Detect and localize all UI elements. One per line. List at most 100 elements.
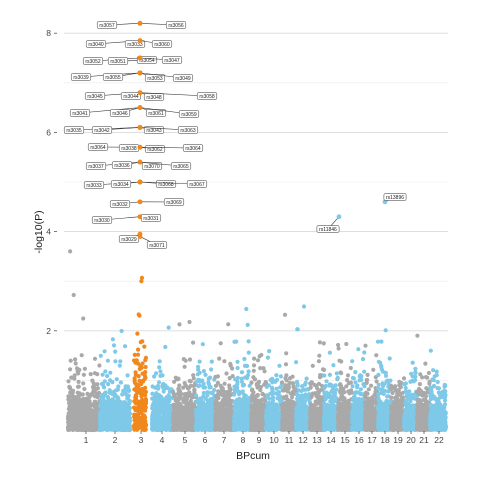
snp-point	[154, 413, 159, 418]
snp-point	[216, 389, 221, 394]
snp-point	[113, 349, 118, 354]
snp-point	[89, 427, 94, 432]
snp-point	[160, 417, 165, 422]
snp-point	[239, 370, 245, 375]
snp-point	[102, 379, 107, 384]
snp-point	[232, 339, 237, 344]
snp-point	[218, 423, 224, 428]
snp-point	[92, 356, 98, 361]
snp-point	[252, 377, 257, 382]
snp-point	[114, 377, 119, 382]
snp-point	[107, 401, 112, 406]
snp-point	[227, 424, 232, 429]
snp-point	[84, 396, 89, 401]
snp-point	[194, 420, 199, 425]
snp-point	[90, 423, 95, 428]
snp-point	[222, 425, 227, 430]
snp-point	[199, 419, 204, 424]
snp-point	[122, 418, 127, 423]
snp-point	[103, 369, 108, 374]
snp-point	[133, 396, 139, 401]
snp-point	[234, 399, 239, 404]
snp-point	[135, 352, 141, 357]
snp-point	[217, 427, 223, 432]
snp-point	[79, 426, 84, 431]
snp-point	[153, 424, 158, 429]
snp-point	[68, 249, 73, 254]
snp-point	[92, 427, 97, 432]
snp-point	[174, 417, 179, 422]
snp-point	[251, 415, 256, 420]
snp-point	[133, 393, 138, 398]
snp-point	[201, 369, 206, 374]
snp-point	[252, 356, 257, 361]
snp-point	[100, 425, 105, 430]
snp-point	[174, 377, 179, 382]
snp-point	[172, 406, 178, 411]
snp-point	[246, 369, 251, 374]
snp-point	[143, 355, 149, 360]
snp-point	[119, 414, 124, 419]
snp-point	[98, 413, 103, 418]
snp-point	[189, 407, 194, 412]
snp-point	[260, 392, 265, 397]
snp-point	[83, 413, 88, 418]
snp-point	[117, 363, 122, 368]
snp-point	[98, 353, 103, 358]
snp-point	[92, 371, 97, 376]
snp-point	[108, 378, 113, 383]
snp-point	[110, 337, 115, 342]
snp-point	[72, 373, 77, 378]
snp-point	[73, 357, 78, 362]
snp-point	[135, 382, 140, 387]
snp-point	[69, 375, 74, 380]
snp-point	[205, 390, 210, 395]
snp-point	[126, 388, 131, 393]
snp-point	[224, 371, 229, 376]
snp-point	[185, 394, 190, 399]
snp-point	[143, 364, 148, 370]
snp-point	[119, 328, 124, 334]
snp-point	[100, 372, 105, 377]
snp-point	[102, 391, 107, 396]
snp-point	[137, 313, 142, 318]
snp-point	[199, 397, 204, 402]
snp-point	[143, 385, 148, 390]
snp-point	[133, 407, 138, 413]
snp-point	[194, 413, 199, 418]
snp-point	[224, 401, 229, 406]
snp-point	[75, 394, 81, 399]
snp-point	[89, 392, 95, 397]
snp-point	[157, 427, 162, 432]
snp-point	[143, 370, 148, 375]
snp-point	[106, 425, 111, 430]
snp-point	[111, 402, 116, 407]
snp-point	[77, 367, 82, 372]
snp-point	[230, 366, 235, 371]
snp-point	[111, 389, 117, 394]
snp-point	[161, 410, 166, 415]
snp-point	[187, 319, 192, 325]
snp-point	[158, 369, 163, 374]
snp-point	[235, 365, 240, 371]
snp-point	[191, 376, 196, 381]
snp-point	[139, 275, 145, 280]
snp-point	[136, 421, 141, 427]
snp-point	[70, 414, 75, 419]
snp-point	[123, 404, 128, 409]
chromosome-4-points	[150, 325, 175, 432]
snp-point	[209, 390, 214, 395]
snp-point	[81, 372, 86, 377]
snp-point	[222, 381, 227, 386]
snp-point	[108, 370, 113, 375]
snp-point	[171, 391, 176, 396]
snp-point	[140, 379, 146, 384]
snp-point	[138, 364, 143, 369]
snp-point	[242, 356, 247, 362]
snp-point	[260, 403, 265, 408]
snp-point	[161, 425, 166, 431]
snp-point	[108, 418, 113, 423]
snp-point	[78, 400, 83, 405]
snp-point	[150, 412, 155, 417]
snp-point	[235, 359, 240, 364]
